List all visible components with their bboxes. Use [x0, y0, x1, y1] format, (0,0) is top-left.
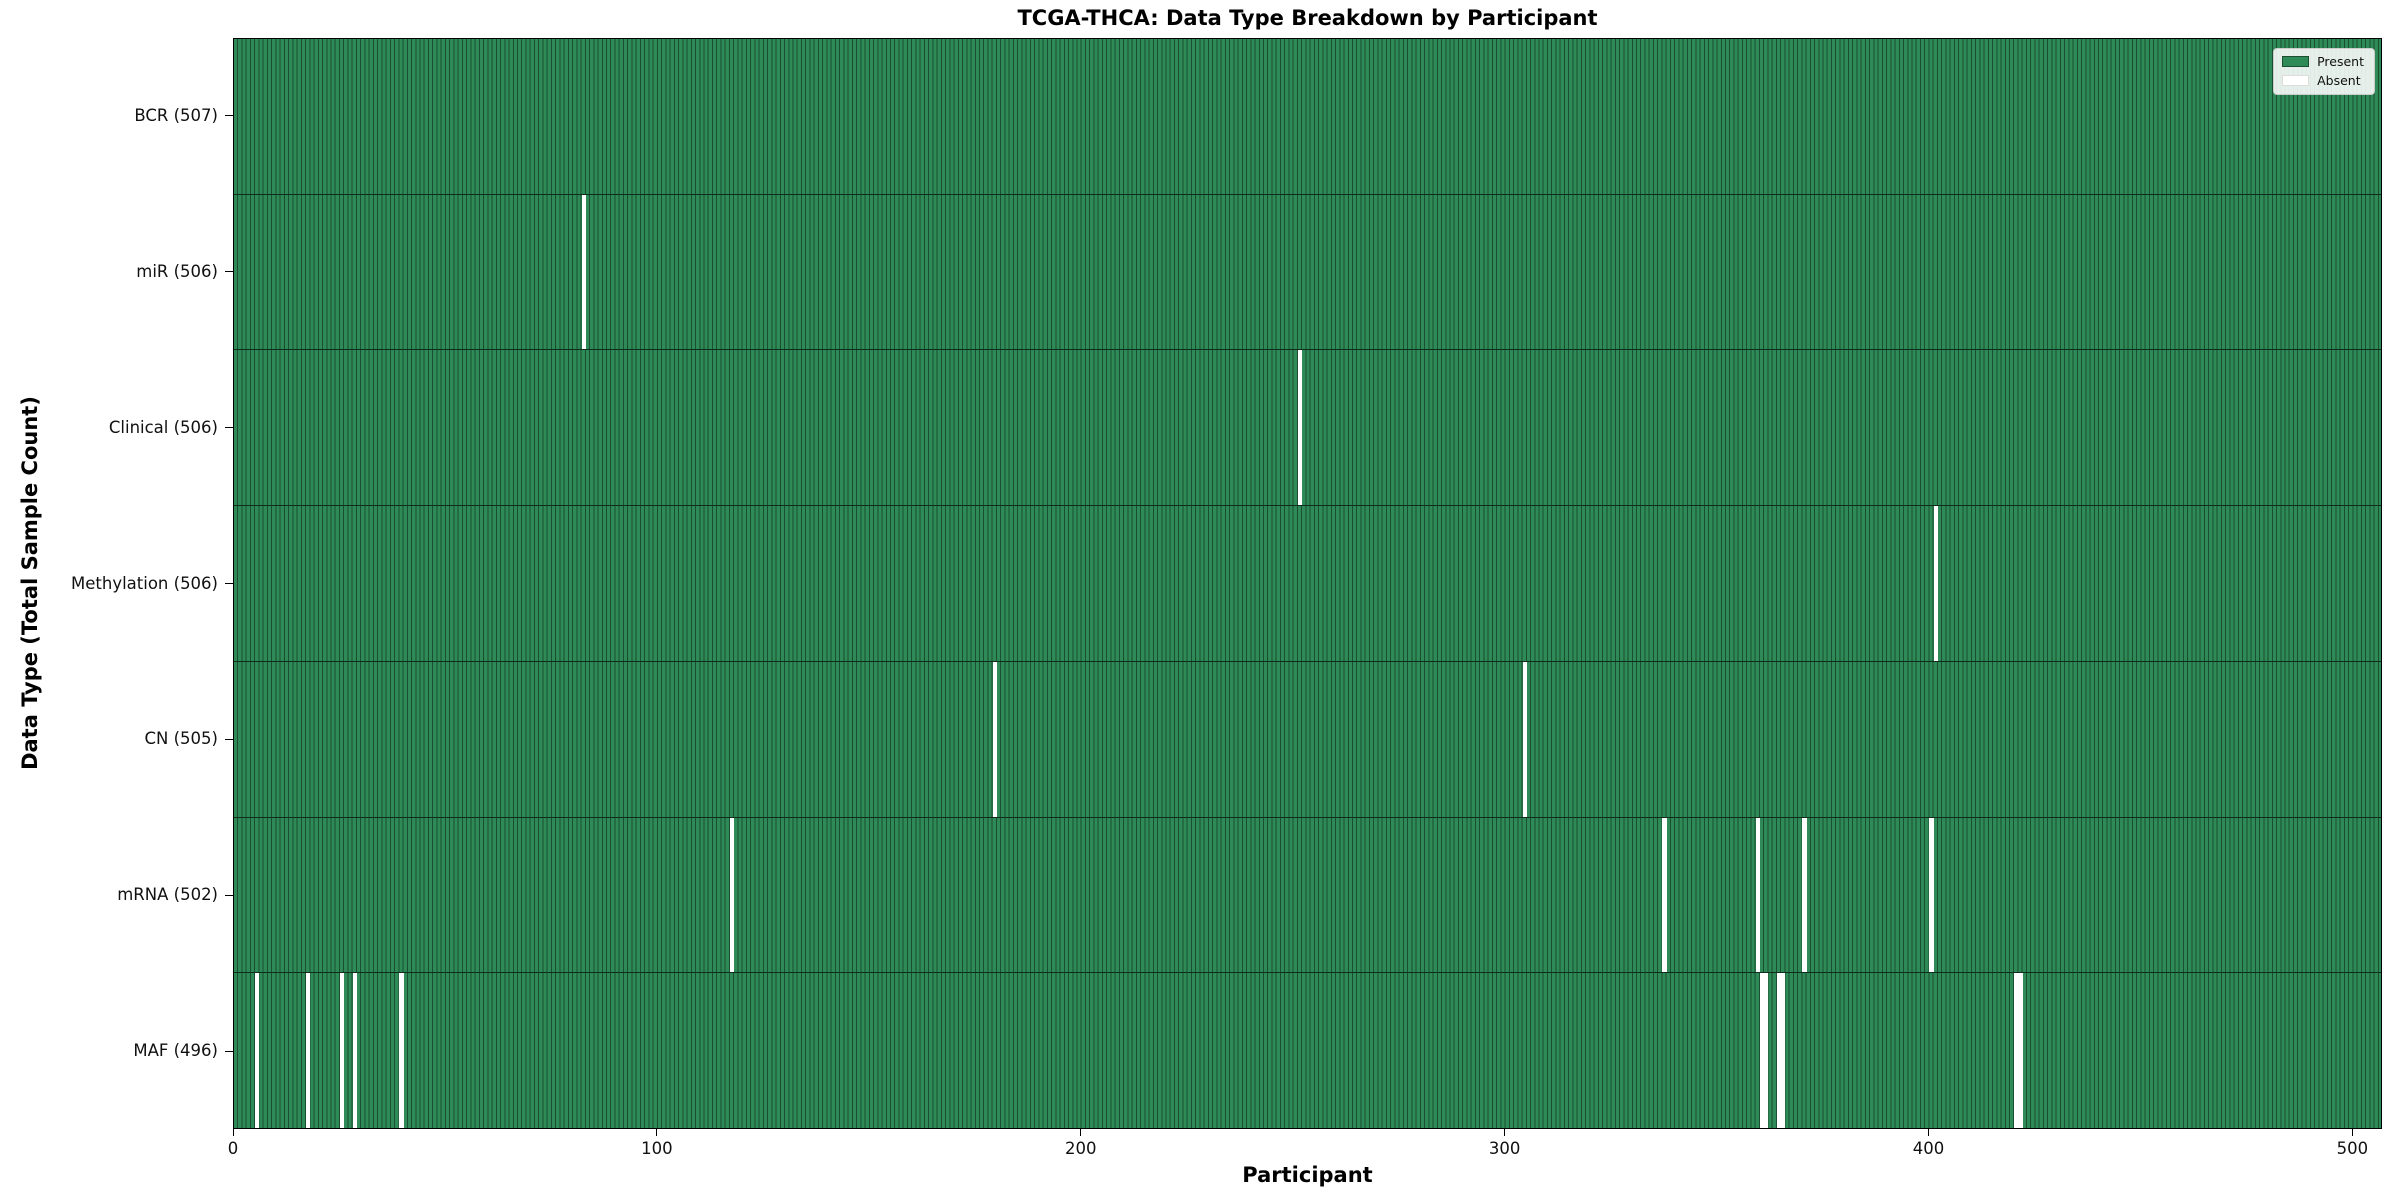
x-tick-label-400: 400 [1912, 1139, 1945, 1158]
y-tick-label-Methylation: Methylation (506) [71, 573, 218, 593]
present-swatch-icon [2282, 56, 2310, 67]
x-tick-label-200: 200 [1064, 1139, 1097, 1158]
x-tick-label-100: 100 [641, 1139, 673, 1158]
chart-title: TCGA-THCA: Data Type Breakdown by Partic… [1017, 6, 1598, 30]
legend-item-present: Present [2282, 55, 2364, 68]
y-tick-label-mRNA: mRNA (502) [117, 885, 218, 905]
heatmap-row-Clinical [234, 349, 2381, 506]
heatmap-row-mRNA [234, 816, 2381, 973]
absent-gap [1759, 973, 1765, 1129]
x-tick-mark [1080, 1129, 1082, 1136]
absent-gap [1522, 661, 1527, 817]
heatmap-row-BCR [234, 39, 2381, 194]
absent-gap [1933, 506, 1938, 661]
absent-gap [581, 194, 586, 350]
absent-gap [1755, 817, 1760, 973]
absent-gap [339, 973, 345, 1129]
absent-swatch-icon [2282, 75, 2310, 86]
heatmap-row-CN [234, 660, 2381, 817]
heatmap-row-miR [234, 193, 2381, 350]
heatmap-rows [234, 39, 2381, 1129]
absent-gap [1662, 817, 1667, 973]
legend-item-absent: Absent [2282, 74, 2364, 87]
x-tick-label-500: 500 [2336, 1139, 2369, 1158]
absent-gap [1802, 817, 1807, 973]
plot-area: Present Absent [233, 38, 2382, 1129]
x-tick-mark [656, 1129, 658, 1136]
heatmap-row-MAF [234, 972, 2381, 1129]
absent-gap [1764, 973, 1769, 1129]
x-tick-mark [2351, 1129, 2353, 1136]
absent-gap [729, 817, 735, 973]
absent-gap [1929, 817, 1934, 973]
x-tick-label-300: 300 [1488, 1139, 1521, 1158]
y-tick-mark [225, 583, 233, 584]
y-tick-mark [225, 271, 233, 273]
x-tick-mark [232, 1129, 234, 1136]
y-tick-mark [225, 427, 233, 429]
absent-gap [255, 973, 260, 1129]
absent-gap [1297, 350, 1303, 506]
y-tick-mark [225, 894, 233, 896]
x-tick-label-0: 0 [227, 1139, 239, 1158]
y-tick-mark [225, 1050, 233, 1052]
absent-gap [352, 973, 357, 1129]
y-tick-label-Clinical: Clinical (506) [108, 417, 218, 437]
y-tick-label-miR: miR (506) [136, 261, 218, 281]
legend-label-present: Present [2317, 54, 2364, 69]
absent-gap [399, 973, 404, 1129]
absent-gap [2014, 973, 2019, 1129]
y-tick-mark [225, 115, 233, 117]
absent-gap [1776, 973, 1782, 1129]
absent-gap [2018, 973, 2023, 1129]
x-tick-mark [1927, 1129, 1929, 1136]
x-tick-mark [1504, 1129, 1506, 1136]
y-tick-label-CN: CN (505) [144, 729, 218, 749]
absent-gap [992, 661, 997, 817]
legend: Present Absent [2273, 48, 2375, 95]
absent-gap [1781, 973, 1786, 1129]
legend-label-absent: Absent [2317, 73, 2361, 88]
absent-gap [306, 973, 311, 1129]
y-tick-label-MAF: MAF (496) [133, 1041, 218, 1061]
heatmap-row-Methylation [234, 505, 2381, 661]
x-axis-label: Participant [1242, 1163, 1373, 1187]
y-tick-label-BCR: BCR (507) [134, 105, 218, 125]
y-tick-mark [225, 738, 233, 740]
